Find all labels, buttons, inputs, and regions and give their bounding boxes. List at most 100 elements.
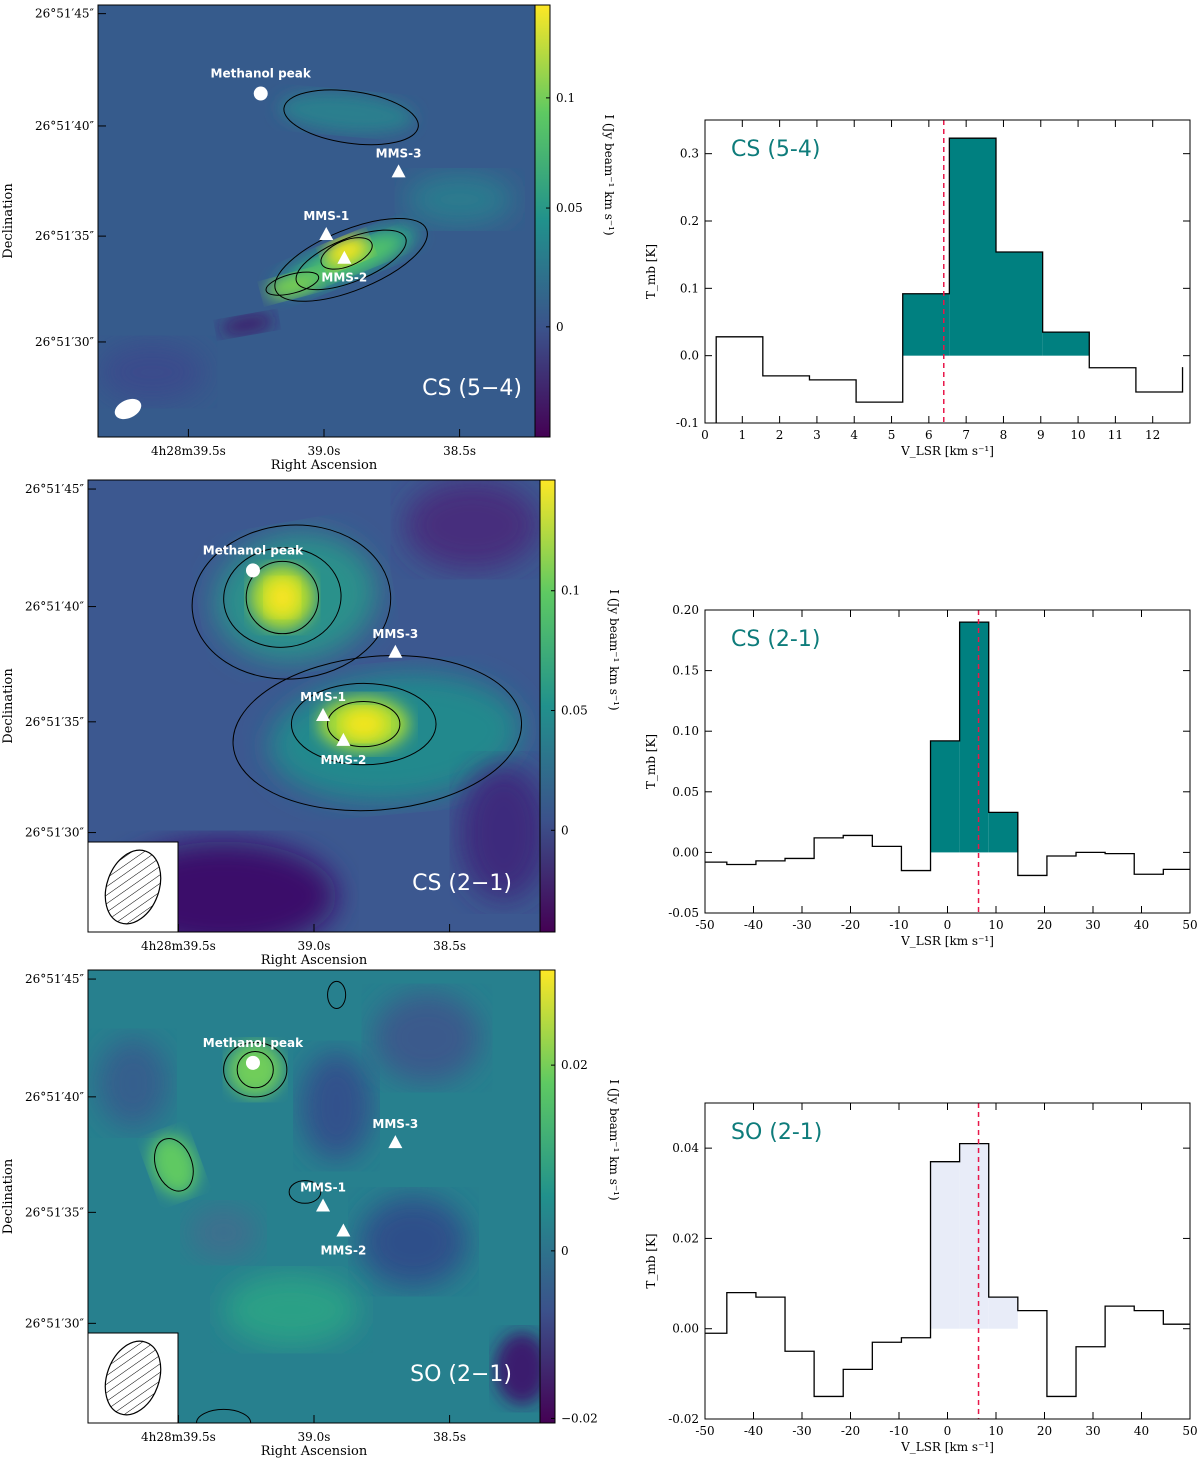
x-tick-label: 30 [1085, 1424, 1100, 1438]
y-tick-label: 26°51′35″ [25, 1205, 85, 1219]
colorbar [539, 479, 556, 933]
emission-blob [341, 708, 387, 740]
y-tick-label: 0.3 [680, 147, 699, 161]
spectrum-body [715, 120, 1184, 423]
shaded-channel [988, 812, 1018, 853]
map-panel-3: Methanol peak MMS-1 MMS-2 MMS-3 SO (2−1) 26°5… [1, 969, 621, 1459]
x-tick-label: 10 [1070, 428, 1085, 442]
contour-line [320, 237, 373, 270]
spectrum-line-label: CS (5-4) [731, 137, 820, 162]
spectrum-panel-1: 0 1 2 3 4 5 6 7 8 9 10 11 12-0.10.00.10.20.3V_LSR [k… [644, 119, 1191, 458]
x-tick-label: 7 [962, 428, 970, 442]
map-line-label: SO (2−1) [410, 1362, 512, 1387]
contour-line [236, 1051, 274, 1089]
y-tick-label: 0.15 [672, 664, 699, 678]
emission-blob [494, 1332, 540, 1405]
y-tick-label: 26°51′40″ [25, 1090, 85, 1104]
x-tick-label: 30 [1085, 918, 1100, 932]
emission-blob [98, 341, 207, 403]
x-tick-label: 2 [776, 428, 784, 442]
emission-blob [266, 579, 299, 616]
y-tick-label: 0.00 [672, 845, 699, 859]
y-axis-title: Declination [1, 1158, 16, 1234]
colorbar [534, 4, 551, 438]
emission-blob [97, 1037, 170, 1129]
contour-line [154, 1138, 194, 1192]
x-tick-label: 11 [1108, 428, 1123, 442]
spectrum-line [715, 137, 1184, 423]
emission-blob [279, 92, 415, 134]
y-tick-label: 26°51′40″ [35, 119, 95, 133]
contour-line [327, 700, 401, 748]
x-tick-label: 1 [738, 428, 746, 442]
colorbar-tick-label: −0.02 [561, 1411, 598, 1425]
emission-blob [458, 764, 540, 901]
mms-3-marker [391, 164, 406, 178]
contour-line [290, 682, 437, 766]
y-tick-label: 0.0 [680, 349, 699, 363]
x-tick-label: 38.5s [443, 444, 476, 458]
map-panel-1: Methanol peak MMS-1 MMS-2 MMS-3 CS (5−4) 26°5… [1, 4, 616, 473]
x-tick-label: 4 [850, 428, 858, 442]
contour-line [223, 547, 342, 648]
map-image: Methanol peak MMS-1 MMS-2 MMS-3 CS (2−1) [88, 480, 540, 932]
spectrum-line-label: SO (2-1) [731, 1120, 822, 1145]
colorbar-title: I (Jy beam⁻¹ km s⁻¹) [602, 114, 616, 235]
beam-ellipse [104, 849, 162, 925]
emission-blob [223, 1273, 360, 1346]
shaded-channel [902, 293, 950, 356]
emission-blob [266, 273, 319, 299]
mms-1-marker [316, 708, 331, 722]
y-tick-label: 26°51′40″ [25, 600, 85, 614]
x-tick-label: 4h28m39.5s [151, 444, 226, 458]
x-tick-label: -30 [792, 1424, 811, 1438]
x-tick-label: 50 [1182, 918, 1197, 932]
x-tick-label: 0 [701, 428, 709, 442]
x-tick-label: 4h28m39.5s [141, 1430, 216, 1444]
y-tick-label: 0.00 [672, 1322, 699, 1336]
y-tick-label: 26°51′30″ [25, 1316, 85, 1330]
x-tick-label: -30 [792, 918, 811, 932]
mms-1-marker [316, 1198, 331, 1212]
y-tick-label: 26°51′35″ [35, 229, 95, 243]
shaded-channel [988, 1297, 1018, 1329]
spectrum-frame [704, 119, 1191, 424]
y-axis-title: T_mb [K] [644, 734, 658, 789]
methanol-peak-label: Methanol peak [203, 543, 304, 557]
x-tick-label: 6 [925, 428, 933, 442]
methanol-peak-marker [253, 86, 268, 101]
mms-2-label: MMS-2 [320, 1243, 366, 1257]
x-tick-label: 8 [1000, 428, 1008, 442]
x-tick-label: 0 [944, 1424, 952, 1438]
methanol-peak-label: Methanol peak [203, 1036, 304, 1050]
beam-ellipse [104, 1340, 162, 1416]
emission-blob [359, 1196, 468, 1288]
y-tick-label: 0.10 [672, 724, 699, 738]
shaded-channel [959, 622, 989, 853]
contour-line [283, 89, 419, 146]
map-image: Methanol peak MMS-1 MMS-2 MMS-3 SO (2−1) [88, 970, 540, 1423]
x-tick-label: -50 [695, 918, 714, 932]
y-tick-label: 26°51′35″ [25, 715, 85, 729]
colorbar-tick-label: 0.05 [556, 201, 583, 215]
emission-blob [404, 480, 540, 571]
x-tick-label: 5 [888, 428, 896, 442]
colorbar-tick-label: 0.1 [556, 91, 575, 105]
methanol-peak-marker [245, 1055, 260, 1070]
emission-blob [220, 314, 274, 335]
colorbar-tick-label: 0.02 [561, 1058, 588, 1072]
y-tick-label: 0.1 [680, 281, 699, 295]
shaded-channel [996, 251, 1043, 356]
x-axis-title: V_LSR [km s⁻¹] [900, 934, 994, 948]
shaded-channel [959, 1143, 989, 1329]
y-tick-label: -0.02 [668, 1412, 699, 1426]
map-line-label: CS (5−4) [422, 376, 522, 401]
x-axis-title: Right Ascension [261, 953, 368, 968]
x-tick-label: 39.0s [308, 444, 341, 458]
x-axis-title: V_LSR [km s⁻¹] [900, 444, 994, 458]
x-tick-label: -20 [841, 1424, 860, 1438]
mms-2-marker [336, 732, 351, 746]
x-tick-label: 38.5s [433, 939, 466, 953]
spectrum-panel-3: -50 -40 -30 -20 -10 0 10 20 30 40 50 -0.02 0.00 0.02 0… [644, 1102, 1198, 1454]
spectrum-line [705, 1142, 1190, 1398]
